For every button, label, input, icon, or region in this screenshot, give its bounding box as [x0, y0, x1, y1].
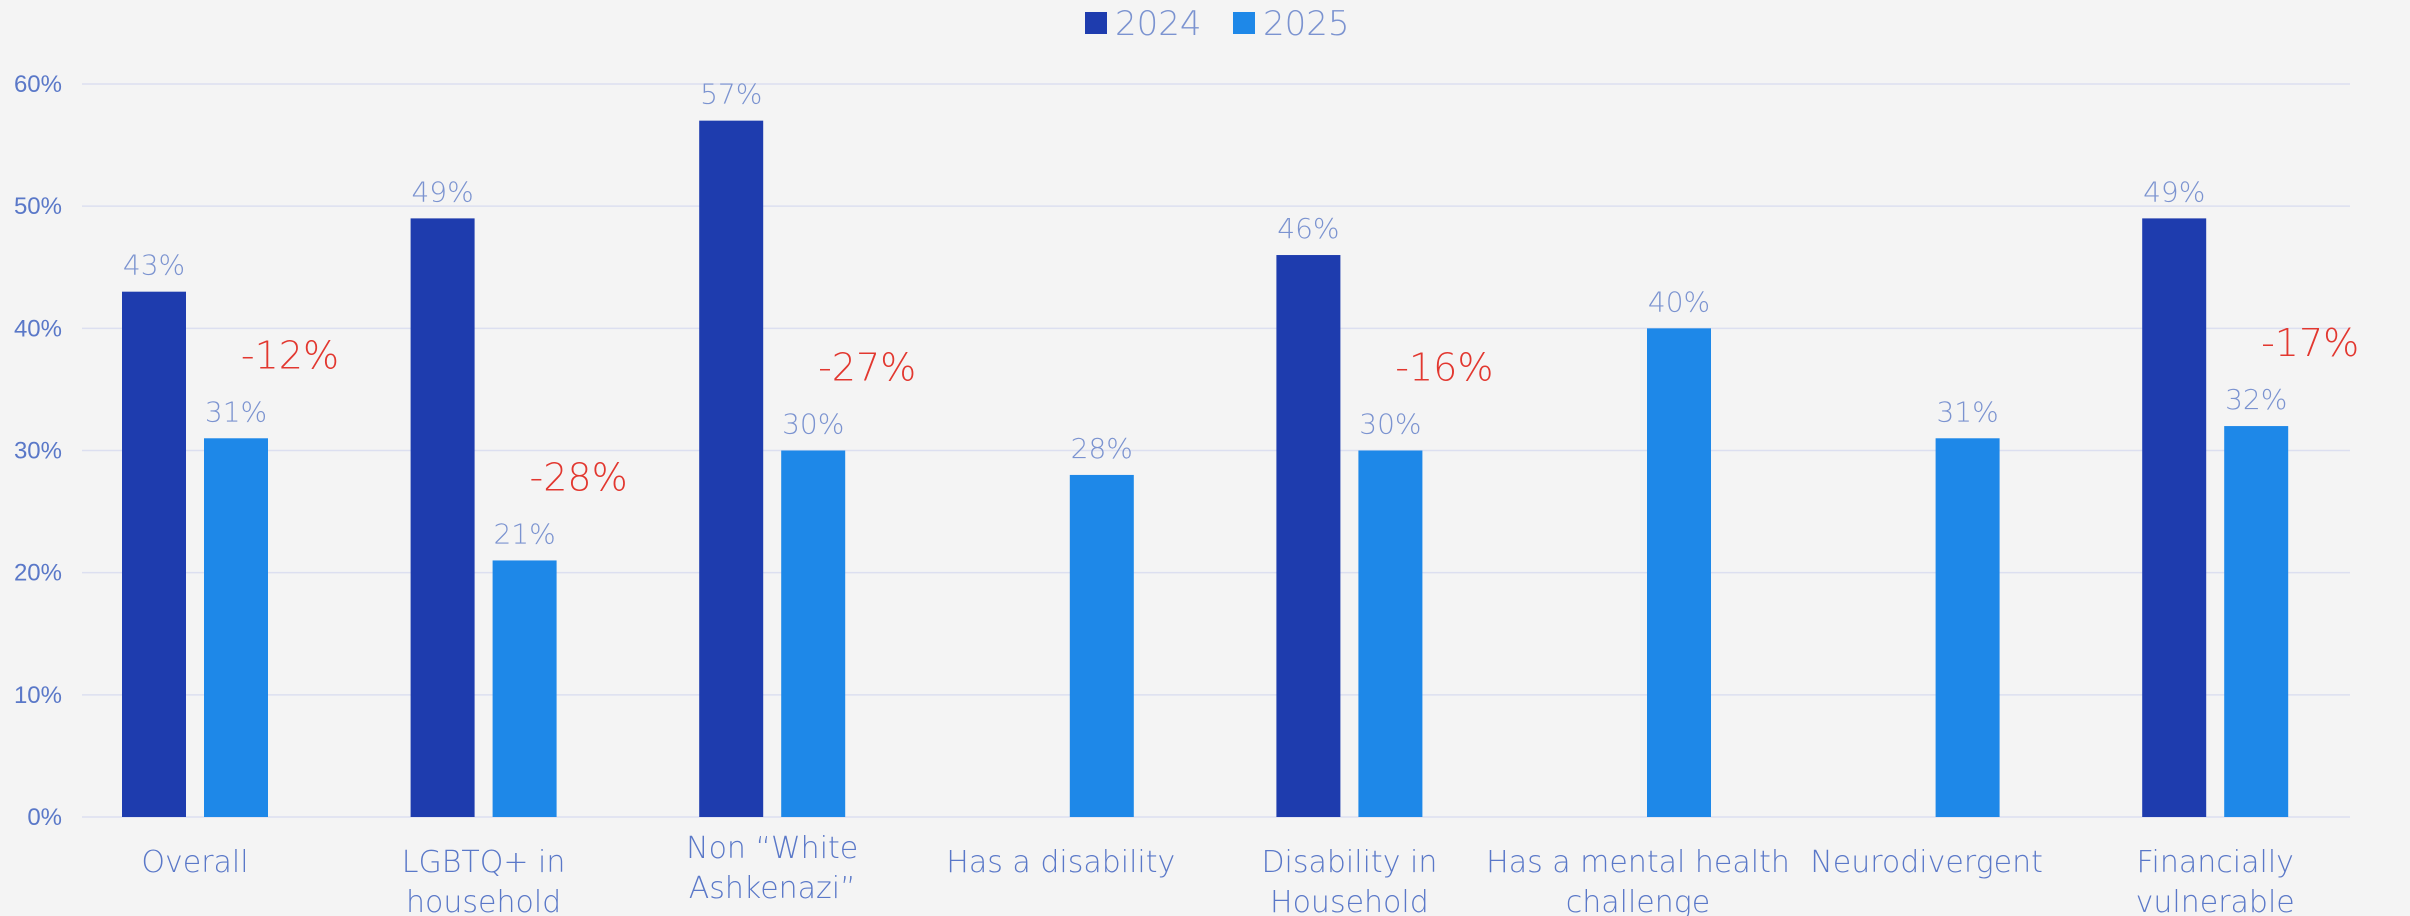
category-label: Overall [141, 845, 248, 880]
bar-2025 [204, 438, 268, 817]
change-label: -16% [1395, 346, 1493, 390]
category-label: Household [1270, 885, 1429, 916]
category-label: Ashkenazi” [689, 871, 856, 906]
data-labels: 43% 31% -12% 49% 21% -28% 57% 30% -27% 28% 46% 30% -… [123, 78, 2359, 551]
category-label: challenge [1566, 885, 1711, 916]
category-label: Non “White [686, 831, 858, 866]
bar-2024 [122, 291, 186, 817]
legend: 2024 2025 [1085, 4, 1350, 44]
bar-2025 [2224, 426, 2289, 817]
category-label: Has a disability [946, 845, 1175, 880]
change-label: -12% [241, 333, 339, 377]
data-label-2025: 32% [2225, 383, 2287, 416]
bar-2025 [781, 450, 846, 817]
data-label-2025: 21% [493, 517, 555, 550]
change-label: -17% [2261, 321, 2359, 365]
category-label: LGBTQ+ in [402, 845, 566, 880]
category-label: Has a mental health [1486, 845, 1790, 880]
bars [122, 120, 2289, 818]
legend-swatch-2025 [1233, 12, 1255, 34]
bar-2025 [1647, 328, 1711, 817]
legend-label-2024: 2024 [1115, 4, 1202, 44]
data-label-2024: 57% [700, 78, 762, 111]
data-label-2025: 31% [1936, 395, 1998, 428]
legend-label-2025: 2025 [1263, 4, 1350, 44]
x-axis-categories: Overall LGBTQ+ in household Non “White Ashke… [141, 831, 2294, 916]
data-label-2024: 49% [2143, 175, 2205, 208]
category-label: Neurodivergent [1810, 845, 2043, 880]
data-label-2025: 30% [1359, 408, 1421, 441]
bar-2025 [492, 560, 557, 817]
change-label: -28% [530, 455, 628, 499]
y-tick-label: 20% [14, 560, 62, 587]
y-axis-ticks: 0% 10% 20% 30% 40% 50% 60% [14, 71, 62, 831]
y-tick-label: 60% [14, 71, 62, 98]
data-label-2024: 43% [123, 249, 185, 282]
bar-2025 [1935, 438, 2000, 817]
bar-2024 [1276, 255, 1341, 818]
bar-2025 [1069, 474, 1134, 817]
data-label-2025: 30% [782, 408, 844, 441]
data-label-2025: 31% [205, 395, 267, 428]
data-label-2025: 40% [1648, 285, 1710, 318]
category-label: household [406, 885, 561, 916]
data-label-2024: 46% [1277, 212, 1339, 245]
bar-2025 [1358, 450, 1423, 817]
category-label: vulnerable [2136, 885, 2295, 916]
bar-2024 [2142, 218, 2207, 818]
category-label: Disability in [1261, 845, 1437, 880]
y-tick-label: 30% [14, 438, 62, 465]
bar-2024 [410, 218, 475, 818]
category-label: Financially [2136, 845, 2293, 880]
y-tick-label: 40% [14, 315, 62, 342]
legend-swatch-2024 [1085, 12, 1107, 34]
y-tick-label: 10% [14, 682, 62, 709]
bar-2024 [699, 120, 764, 817]
y-tick-label: 0% [27, 804, 62, 831]
change-label: -27% [818, 346, 916, 390]
y-tick-label: 50% [14, 193, 62, 220]
data-label-2025: 28% [1071, 432, 1133, 465]
data-label-2024: 49% [411, 175, 473, 208]
